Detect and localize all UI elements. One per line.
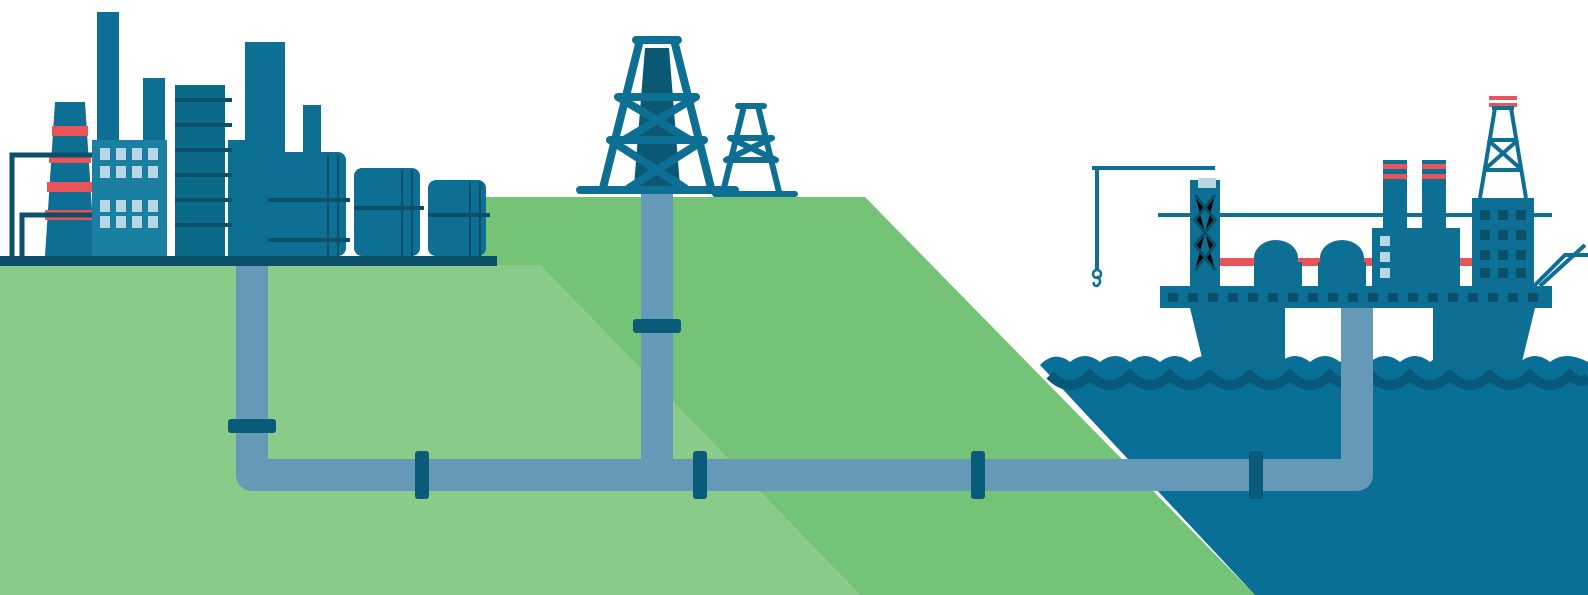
crane-bracing (1193, 194, 1217, 271)
column (175, 85, 225, 256)
windows (100, 148, 158, 228)
coupling (415, 451, 429, 499)
wave-line (1046, 367, 1588, 390)
cooling-tower (45, 102, 95, 256)
block-windows (1380, 236, 1390, 278)
couplings (228, 319, 1263, 499)
coupling (633, 319, 681, 333)
tank-base (1318, 262, 1366, 286)
stack-stripes (1383, 96, 1517, 179)
cab-window (1198, 178, 1216, 188)
main-pipe (236, 262, 1373, 491)
derricks (576, 36, 798, 197)
stripe (47, 182, 93, 192)
leg (1190, 308, 1285, 370)
rig-windows (1480, 210, 1526, 278)
stack (1422, 160, 1446, 230)
deck-holes (1168, 293, 1538, 302)
coupling (228, 419, 276, 433)
coupling (1249, 451, 1263, 499)
tank (268, 152, 346, 256)
coupling (971, 451, 985, 499)
pipeline (236, 192, 1373, 491)
offshore-platform (1091, 96, 1588, 370)
tank (354, 168, 420, 256)
column (303, 105, 321, 155)
hill-light (0, 265, 860, 595)
ground (0, 197, 1255, 595)
leg (1433, 308, 1535, 370)
stripe (52, 126, 88, 136)
tank-base (1254, 262, 1302, 286)
hill-dark (480, 197, 1255, 595)
hook (1091, 268, 1103, 288)
column (143, 78, 165, 140)
refinery-base (0, 256, 497, 266)
rails (175, 98, 490, 242)
stack (1383, 160, 1407, 230)
rig-derrick (1478, 106, 1588, 288)
coupling (693, 451, 707, 499)
stripe (49, 153, 91, 163)
derrick-large (576, 36, 739, 194)
ladders (327, 155, 481, 256)
derrick-small (712, 103, 798, 197)
refinery (0, 12, 497, 266)
tank (428, 180, 486, 256)
